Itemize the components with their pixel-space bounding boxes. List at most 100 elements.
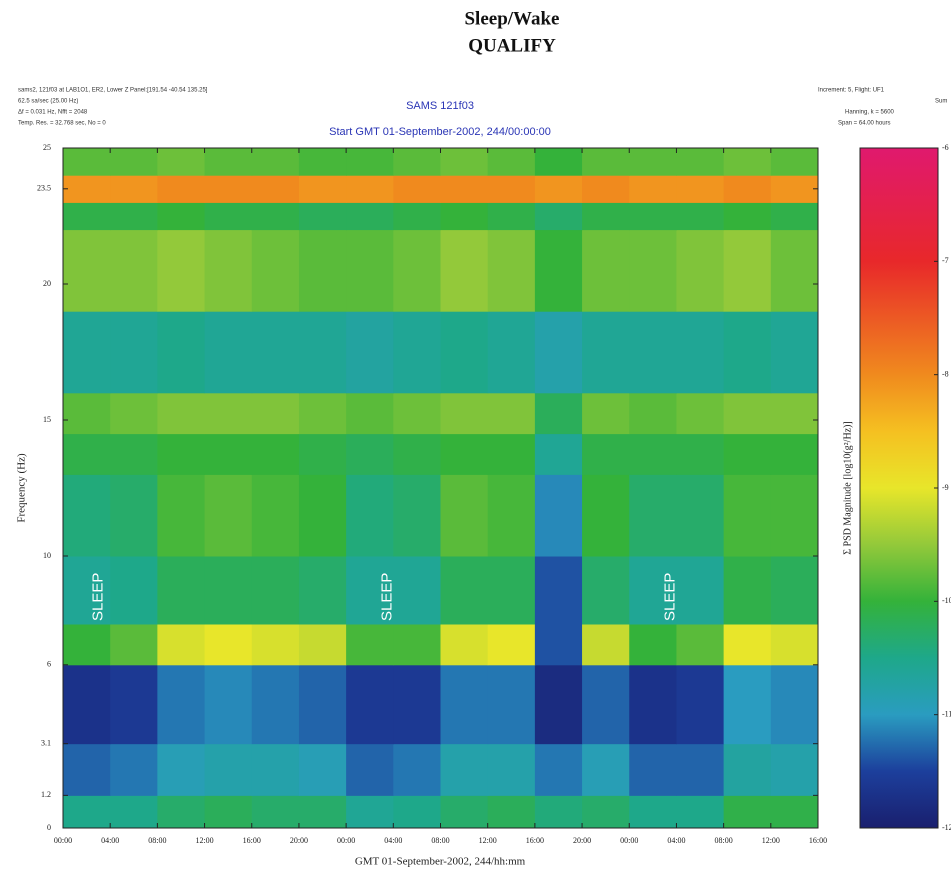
heat-cell bbox=[393, 743, 441, 796]
heat-cell bbox=[251, 202, 300, 231]
heat-cell bbox=[629, 795, 677, 829]
heat-cell bbox=[629, 311, 677, 394]
heat-cell bbox=[582, 433, 630, 475]
x-tick-label: 12:00 bbox=[762, 836, 780, 845]
heat-cell bbox=[487, 392, 536, 435]
heat-cell bbox=[770, 202, 819, 231]
heat-cell bbox=[440, 474, 489, 557]
heat-cell bbox=[534, 474, 583, 557]
heat-cell bbox=[393, 433, 441, 475]
y-tick-label: 20 bbox=[43, 279, 51, 288]
heat-cell bbox=[298, 795, 347, 829]
heat-cell bbox=[157, 202, 206, 231]
heat-cell bbox=[487, 433, 536, 475]
x-tick-label: 00:00 bbox=[54, 836, 72, 845]
heat-cell bbox=[440, 148, 489, 176]
heat-cell bbox=[298, 624, 347, 666]
heat-cell bbox=[298, 311, 347, 394]
heat-cell bbox=[204, 175, 253, 203]
heat-cell bbox=[298, 664, 347, 745]
heat-cell bbox=[298, 556, 347, 625]
heat-cell bbox=[770, 556, 819, 625]
heat-cell bbox=[487, 202, 536, 231]
heat-cell bbox=[676, 202, 725, 231]
heat-cell bbox=[251, 175, 300, 203]
heat-cell bbox=[298, 148, 347, 176]
heat-cell bbox=[110, 229, 158, 312]
x-tick-label: 16:00 bbox=[809, 836, 827, 845]
x-tick-label: 12:00 bbox=[479, 836, 497, 845]
heat-cell bbox=[676, 311, 725, 394]
x-tick-label: 08:00 bbox=[148, 836, 166, 845]
heat-cell bbox=[346, 664, 394, 745]
colorbar-tick-label: -7 bbox=[942, 256, 949, 265]
heat-cell bbox=[770, 474, 819, 557]
y-tick-label: 6 bbox=[47, 660, 51, 669]
heat-cell bbox=[63, 392, 111, 435]
heat-cell bbox=[676, 474, 725, 557]
y-tick-label: 1.2 bbox=[41, 790, 51, 799]
heat-cell bbox=[204, 433, 253, 475]
heat-cell bbox=[487, 311, 536, 394]
heat-cell bbox=[770, 392, 819, 435]
heat-cell bbox=[770, 175, 819, 203]
heat-cell bbox=[582, 556, 630, 625]
colorbar-tick-label: -8 bbox=[942, 369, 949, 378]
heat-cell bbox=[251, 664, 300, 745]
heat-cell bbox=[346, 392, 394, 435]
heat-cell bbox=[157, 311, 206, 394]
heat-cell bbox=[440, 202, 489, 231]
heat-cell bbox=[629, 229, 677, 312]
x-tick-label: 00:00 bbox=[337, 836, 355, 845]
heat-cell bbox=[770, 795, 819, 829]
heat-cell bbox=[63, 624, 111, 666]
heat-cell bbox=[534, 433, 583, 475]
annotation: SLEEP bbox=[89, 573, 106, 621]
heat-cell bbox=[676, 392, 725, 435]
heat-cell bbox=[440, 392, 489, 435]
heat-cell bbox=[723, 624, 772, 666]
heat-cell bbox=[110, 474, 158, 557]
heat-cell bbox=[298, 392, 347, 435]
heat-cell bbox=[204, 202, 253, 231]
header-right: Sum bbox=[935, 99, 947, 105]
header-center: Start GMT 01-September-2002, 244/00:00:0… bbox=[329, 126, 551, 138]
header-left: Δf = 0.031 Hz, Nfft = 2048 bbox=[18, 110, 88, 116]
colorbar bbox=[859, 147, 939, 829]
heat-cell bbox=[676, 743, 725, 796]
heat-cell bbox=[770, 229, 819, 312]
heat-cell bbox=[63, 474, 111, 557]
heat-cell bbox=[157, 148, 206, 176]
heat-cell bbox=[534, 556, 583, 625]
heat-cell bbox=[393, 148, 441, 176]
heat-cell bbox=[582, 175, 630, 203]
y-tick-label: 25 bbox=[43, 143, 51, 152]
heat-cell bbox=[487, 175, 536, 203]
heat-cell bbox=[393, 229, 441, 312]
heat-cell bbox=[676, 624, 725, 666]
x-tick-label: 00:00 bbox=[620, 836, 638, 845]
heat-cell bbox=[110, 311, 158, 394]
heat-cell bbox=[110, 743, 158, 796]
heat-cell bbox=[110, 795, 158, 829]
heat-cell bbox=[487, 743, 536, 796]
heat-cell bbox=[487, 795, 536, 829]
heat-cell bbox=[157, 433, 206, 475]
heat-cell bbox=[393, 664, 441, 745]
heat-cell bbox=[298, 743, 347, 796]
heat-cell bbox=[298, 433, 347, 475]
heat-cell bbox=[204, 795, 253, 829]
heat-cell bbox=[629, 175, 677, 203]
y-tick-label: 15 bbox=[43, 415, 51, 424]
heat-cell bbox=[346, 743, 394, 796]
heat-cell bbox=[582, 664, 630, 745]
heat-cell bbox=[298, 474, 347, 557]
annotation: SLEEP bbox=[662, 573, 679, 621]
heat-cell bbox=[629, 474, 677, 557]
heat-cell bbox=[110, 148, 158, 176]
x-tick-label: 08:00 bbox=[715, 836, 733, 845]
heat-cell bbox=[534, 795, 583, 829]
heat-cell bbox=[346, 556, 394, 625]
heat-cell bbox=[63, 175, 111, 203]
header-right: Increment: 5, Flight: UF1 bbox=[818, 88, 885, 94]
